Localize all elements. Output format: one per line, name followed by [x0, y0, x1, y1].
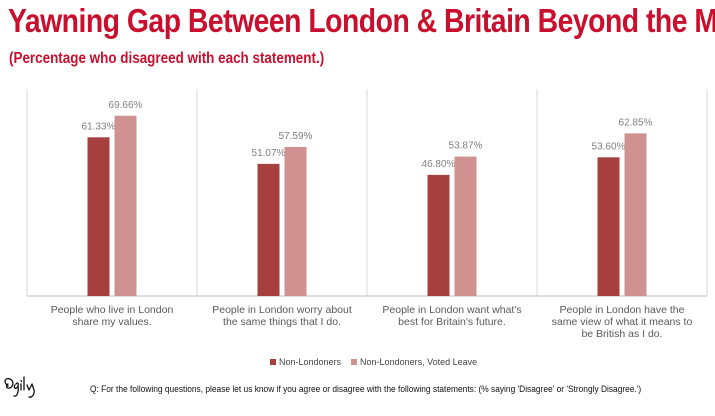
bar-voted-leave	[284, 146, 307, 296]
legend-swatch-non-londoners	[270, 359, 276, 365]
bar-non-londoners	[257, 163, 280, 296]
legend-item-non-londoners: Non-Londoners	[270, 357, 341, 367]
bar-chart: 61.33% 69.66% People who live in London sha…	[26, 89, 708, 340]
category-label: People in London worry about the same thi…	[212, 304, 352, 328]
data-label: 62.85%	[619, 117, 653, 128]
bar-non-londoners	[427, 174, 450, 296]
category-label: People who live in London share my values…	[51, 304, 174, 328]
legend-item-voted-leave: Non-Londoners, Voted Leave	[351, 357, 477, 367]
chart-subtitle: (Percentage who disagreed with each stat…	[9, 50, 325, 67]
data-label: 57.59%	[279, 131, 313, 142]
category-label-line: People in London worry about	[212, 304, 352, 316]
category-label-line: People who live in London	[51, 304, 174, 316]
category-label-line: be British as I do.	[581, 328, 662, 340]
chart-title: Yawning Gap Between London & Britain Bey…	[8, 2, 715, 39]
category-label-line: People in London have the	[560, 304, 685, 316]
legend: Non-Londoners Non-Londoners, Voted Leave	[270, 357, 477, 367]
data-label: 53.60%	[592, 141, 626, 152]
ogilvy-signature-logo	[4, 376, 35, 398]
legend-label-non-londoners: Non-Londoners	[279, 357, 342, 367]
category-label-line: same view of what it means to	[552, 316, 693, 328]
data-label: 51.07%	[252, 148, 286, 159]
bar-non-londoners	[87, 137, 110, 296]
bar-voted-leave	[114, 115, 137, 296]
category-label: People in London have the same view of wh…	[552, 304, 693, 340]
category-label-line: best for Britain's future.	[398, 316, 506, 328]
category-label-line: People in London want what's	[382, 304, 521, 316]
bar-voted-leave	[454, 156, 477, 296]
category-label-line: share my values.	[72, 316, 151, 328]
legend-swatch-voted-leave	[351, 359, 358, 365]
category-label-line: the same things that I do.	[223, 316, 341, 328]
data-label: 53.87%	[449, 141, 483, 152]
data-label: 69.66%	[109, 100, 143, 111]
data-label: 61.33%	[82, 121, 116, 132]
bar-voted-leave	[624, 133, 647, 296]
question-footnote: Q: For the following questions, please l…	[90, 384, 642, 394]
category-label: People in London want what's best for Bri…	[382, 304, 521, 328]
legend-label-voted-leave: Non-Londoners, Voted Leave	[360, 357, 478, 367]
data-label: 46.80%	[422, 159, 456, 170]
bar-non-londoners	[597, 157, 620, 296]
